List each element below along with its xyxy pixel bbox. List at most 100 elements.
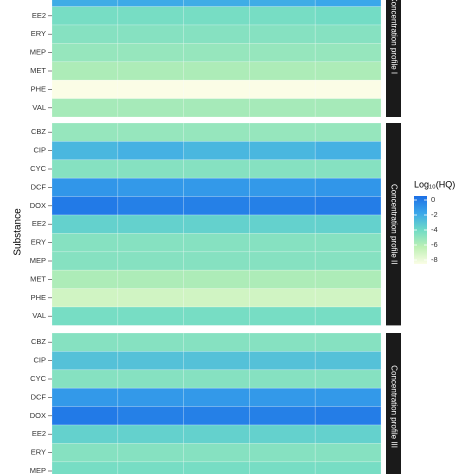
heat-cell — [51, 424, 119, 444]
heat-cell — [117, 122, 184, 142]
heat-cell — [51, 61, 119, 81]
heat-cell — [117, 424, 184, 444]
y-tick-label: MET — [30, 274, 46, 283]
heat-cell — [249, 306, 316, 326]
heat-cell — [314, 443, 382, 463]
heat-cell — [117, 288, 184, 308]
heat-cell — [51, 79, 119, 99]
y-tick-label: PHE — [31, 84, 46, 93]
heat-cell — [117, 251, 184, 271]
y-tick-label: CIP — [33, 146, 46, 155]
heat-cell — [314, 288, 382, 308]
heat-cell — [314, 6, 382, 26]
heat-cell — [314, 79, 382, 99]
facet-label: Concentration profile I — [389, 0, 398, 74]
heat-cell — [249, 6, 316, 26]
heat-cell — [117, 0, 184, 7]
heat-cell — [249, 141, 316, 161]
heat-cell — [249, 461, 316, 474]
heat-cell — [314, 233, 382, 253]
heat-cell — [183, 0, 250, 7]
heat-cell — [249, 387, 316, 407]
heat-cell — [249, 332, 316, 352]
heat-cell — [314, 251, 382, 271]
y-tick-label: PHE — [31, 293, 46, 302]
heat-cell — [314, 61, 382, 81]
heat-cell — [51, 369, 119, 389]
heat-cell — [117, 98, 184, 118]
y-tick-label: CIP — [33, 356, 46, 365]
heat-cell — [314, 406, 382, 426]
y-tick-label: VAL — [32, 103, 46, 112]
heat-cell — [249, 288, 316, 308]
heat-cell — [117, 159, 184, 179]
heat-cell — [314, 196, 382, 216]
facet-label: Concentration profile III — [389, 365, 398, 448]
heat-cell — [314, 269, 382, 289]
heat-cell — [51, 98, 119, 118]
heat-cell — [51, 196, 119, 216]
heat-cell — [51, 461, 119, 474]
heat-cell — [183, 443, 250, 463]
heat-cell — [117, 306, 184, 326]
heat-cell — [249, 196, 316, 216]
facet-strip — [386, 123, 401, 326]
heat-cell — [249, 424, 316, 444]
heat-cell — [51, 159, 119, 179]
heat-cell — [314, 122, 382, 142]
heat-cell — [314, 24, 382, 44]
y-tick-label: MEP — [30, 48, 46, 57]
heat-cell — [249, 369, 316, 389]
heat-cell — [51, 24, 119, 44]
heat-cell — [183, 351, 250, 371]
y-tick-label: EE2 — [32, 429, 46, 438]
facet-label: Concentration profile II — [389, 184, 398, 265]
y-tick-label: DCF — [31, 392, 47, 401]
heat-cell — [249, 251, 316, 271]
facet-strip — [386, 333, 401, 474]
heat-cell — [249, 159, 316, 179]
heat-cell — [117, 369, 184, 389]
heat-cell — [249, 233, 316, 253]
heat-cell — [117, 24, 184, 44]
heat-cell — [249, 98, 316, 118]
heat-cell — [183, 24, 250, 44]
heat-cell — [183, 79, 250, 99]
heat-cell — [314, 98, 382, 118]
heat-cell — [51, 43, 119, 63]
heat-cell — [117, 79, 184, 99]
heat-cell — [117, 43, 184, 63]
heat-cell — [249, 269, 316, 289]
y-tick-label: ERY — [31, 238, 46, 247]
colorbar — [414, 196, 427, 264]
heat-cell — [117, 233, 184, 253]
heat-cell — [51, 306, 119, 326]
heat-cell — [183, 424, 250, 444]
heat-cell — [314, 0, 382, 7]
heat-cell — [117, 61, 184, 81]
heat-cell — [314, 424, 382, 444]
heat-cell — [183, 461, 250, 474]
heat-cell — [183, 122, 250, 142]
y-tick-label: MEP — [30, 466, 46, 474]
heat-cell — [314, 369, 382, 389]
heat-cell — [117, 443, 184, 463]
heat-cell — [183, 406, 250, 426]
heat-cell — [51, 214, 119, 234]
y-tick-label: ERY — [31, 448, 46, 457]
heat-cell — [314, 351, 382, 371]
heat-cell — [117, 269, 184, 289]
y-tick-label: VAL — [32, 311, 46, 320]
heat-cell — [249, 351, 316, 371]
heat-cell — [51, 233, 119, 253]
y-axis-title: Substance — [13, 208, 24, 256]
heat-cell — [51, 406, 119, 426]
y-tick-label: CBZ — [31, 337, 46, 346]
y-tick-label: MEP — [30, 256, 46, 265]
heat-cell — [117, 461, 184, 474]
heat-cell — [117, 141, 184, 161]
heat-cell — [314, 214, 382, 234]
colorbar-tick-label: 0 — [431, 195, 435, 204]
heat-cell — [183, 332, 250, 352]
